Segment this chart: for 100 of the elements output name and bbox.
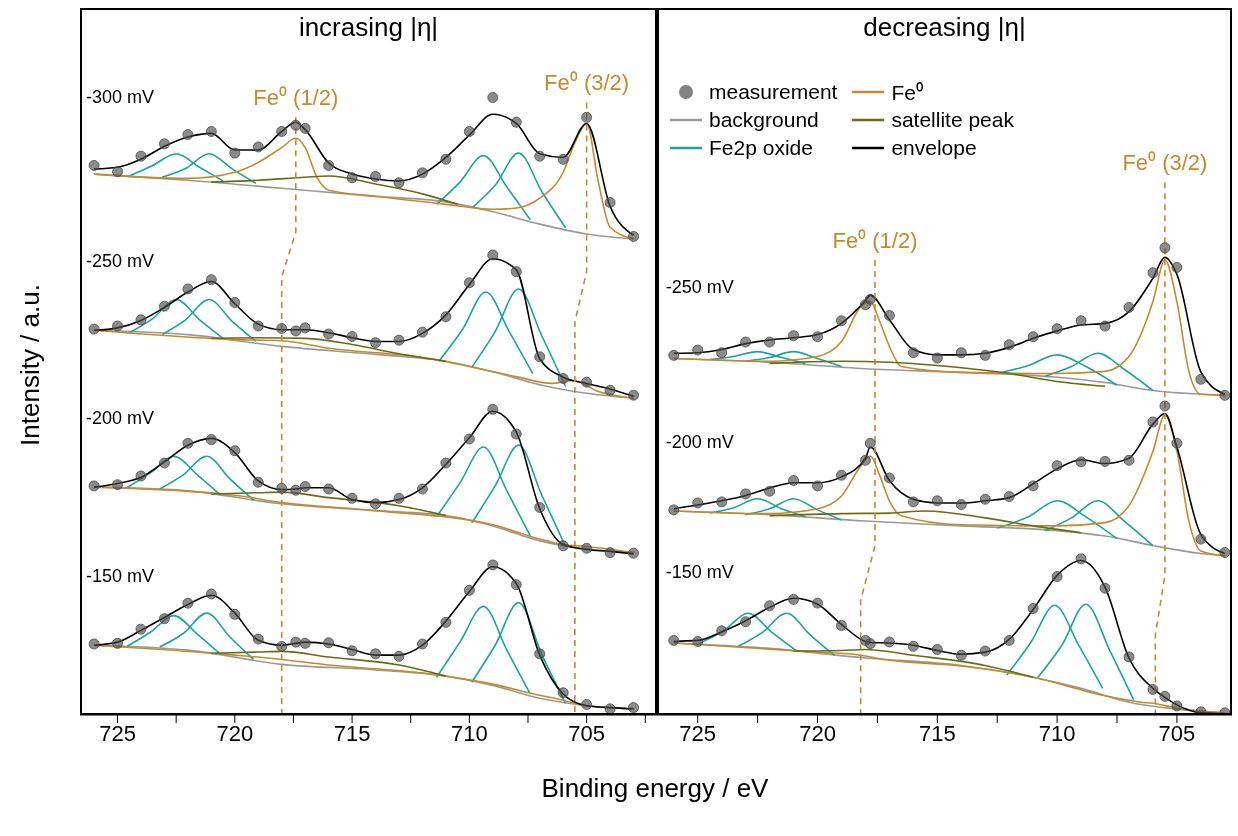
y-axis-title: Intensity / a.u. bbox=[14, 284, 46, 446]
point bbox=[557, 540, 569, 552]
point bbox=[1099, 455, 1111, 467]
point bbox=[88, 159, 100, 171]
annotation: -250 mV bbox=[86, 251, 155, 272]
point bbox=[628, 547, 640, 559]
point bbox=[864, 293, 876, 305]
point bbox=[463, 433, 475, 445]
legend-label: Fe2p oxide bbox=[709, 136, 813, 160]
point bbox=[716, 625, 728, 637]
point bbox=[346, 330, 358, 342]
point bbox=[1195, 533, 1207, 545]
point bbox=[1075, 456, 1087, 468]
point bbox=[1075, 315, 1087, 327]
point bbox=[1051, 323, 1063, 335]
point bbox=[393, 492, 405, 504]
point bbox=[1003, 634, 1015, 646]
point bbox=[955, 499, 967, 511]
point bbox=[955, 347, 967, 359]
point bbox=[463, 125, 475, 137]
point bbox=[1003, 491, 1015, 503]
point bbox=[764, 485, 776, 497]
point bbox=[740, 336, 752, 348]
point bbox=[1147, 683, 1159, 695]
point bbox=[440, 153, 452, 165]
point bbox=[510, 116, 522, 128]
point bbox=[487, 249, 499, 261]
point bbox=[182, 597, 194, 609]
point bbox=[1159, 690, 1171, 702]
point bbox=[416, 167, 428, 179]
point bbox=[276, 482, 288, 494]
point bbox=[346, 172, 358, 184]
legend-label: satellite peak bbox=[891, 108, 1014, 132]
point bbox=[290, 325, 302, 337]
point bbox=[716, 496, 728, 508]
point bbox=[931, 643, 943, 655]
point bbox=[290, 119, 302, 131]
chart-title: incrasing |η| bbox=[297, 12, 440, 43]
point bbox=[1171, 261, 1183, 273]
point bbox=[668, 349, 680, 361]
point bbox=[112, 637, 124, 649]
point bbox=[158, 300, 170, 312]
point bbox=[135, 314, 147, 326]
annotation: -150 mV bbox=[665, 562, 734, 583]
point bbox=[1171, 700, 1183, 712]
point bbox=[883, 309, 895, 321]
point bbox=[557, 687, 569, 699]
point bbox=[716, 347, 728, 359]
x-tick-label: 705 bbox=[1158, 720, 1196, 746]
point bbox=[668, 504, 680, 516]
point bbox=[764, 600, 776, 612]
point bbox=[1027, 331, 1039, 343]
point bbox=[252, 141, 264, 153]
point bbox=[955, 649, 967, 661]
annotation: -200 mV bbox=[86, 407, 155, 428]
point bbox=[1123, 454, 1135, 466]
point bbox=[534, 648, 546, 660]
point bbox=[88, 480, 100, 492]
point bbox=[323, 159, 335, 171]
point bbox=[859, 454, 871, 466]
point bbox=[931, 352, 943, 364]
point bbox=[1003, 339, 1015, 351]
point bbox=[581, 542, 593, 554]
point bbox=[1147, 267, 1159, 279]
point bbox=[370, 648, 382, 660]
annotation: -300 mV bbox=[86, 87, 155, 108]
point bbox=[1147, 416, 1159, 428]
x-tick-label: 720 bbox=[799, 720, 836, 746]
point bbox=[487, 403, 499, 415]
x-tick-label: 705 bbox=[568, 720, 605, 746]
point bbox=[581, 111, 593, 123]
point bbox=[604, 384, 616, 396]
point bbox=[487, 559, 499, 571]
point bbox=[290, 484, 302, 496]
point bbox=[835, 315, 847, 327]
point bbox=[88, 638, 100, 650]
point bbox=[557, 372, 569, 384]
point bbox=[323, 328, 335, 340]
point bbox=[788, 330, 800, 342]
point bbox=[276, 640, 288, 652]
point bbox=[440, 616, 452, 628]
point bbox=[534, 502, 546, 514]
point bbox=[812, 480, 824, 492]
annotation: -150 mV bbox=[86, 565, 155, 586]
point bbox=[370, 337, 382, 349]
point bbox=[628, 389, 640, 401]
point bbox=[112, 479, 124, 491]
point bbox=[299, 322, 311, 334]
point bbox=[534, 150, 546, 162]
point bbox=[835, 619, 847, 631]
point bbox=[931, 495, 943, 507]
x-tick-label: 725 bbox=[679, 720, 717, 746]
point bbox=[1027, 480, 1039, 492]
point bbox=[1123, 651, 1135, 663]
annotation: -200 mV bbox=[665, 431, 734, 452]
point bbox=[907, 347, 919, 359]
point bbox=[864, 437, 876, 449]
point bbox=[510, 266, 522, 278]
point bbox=[346, 645, 358, 657]
point bbox=[692, 635, 704, 647]
